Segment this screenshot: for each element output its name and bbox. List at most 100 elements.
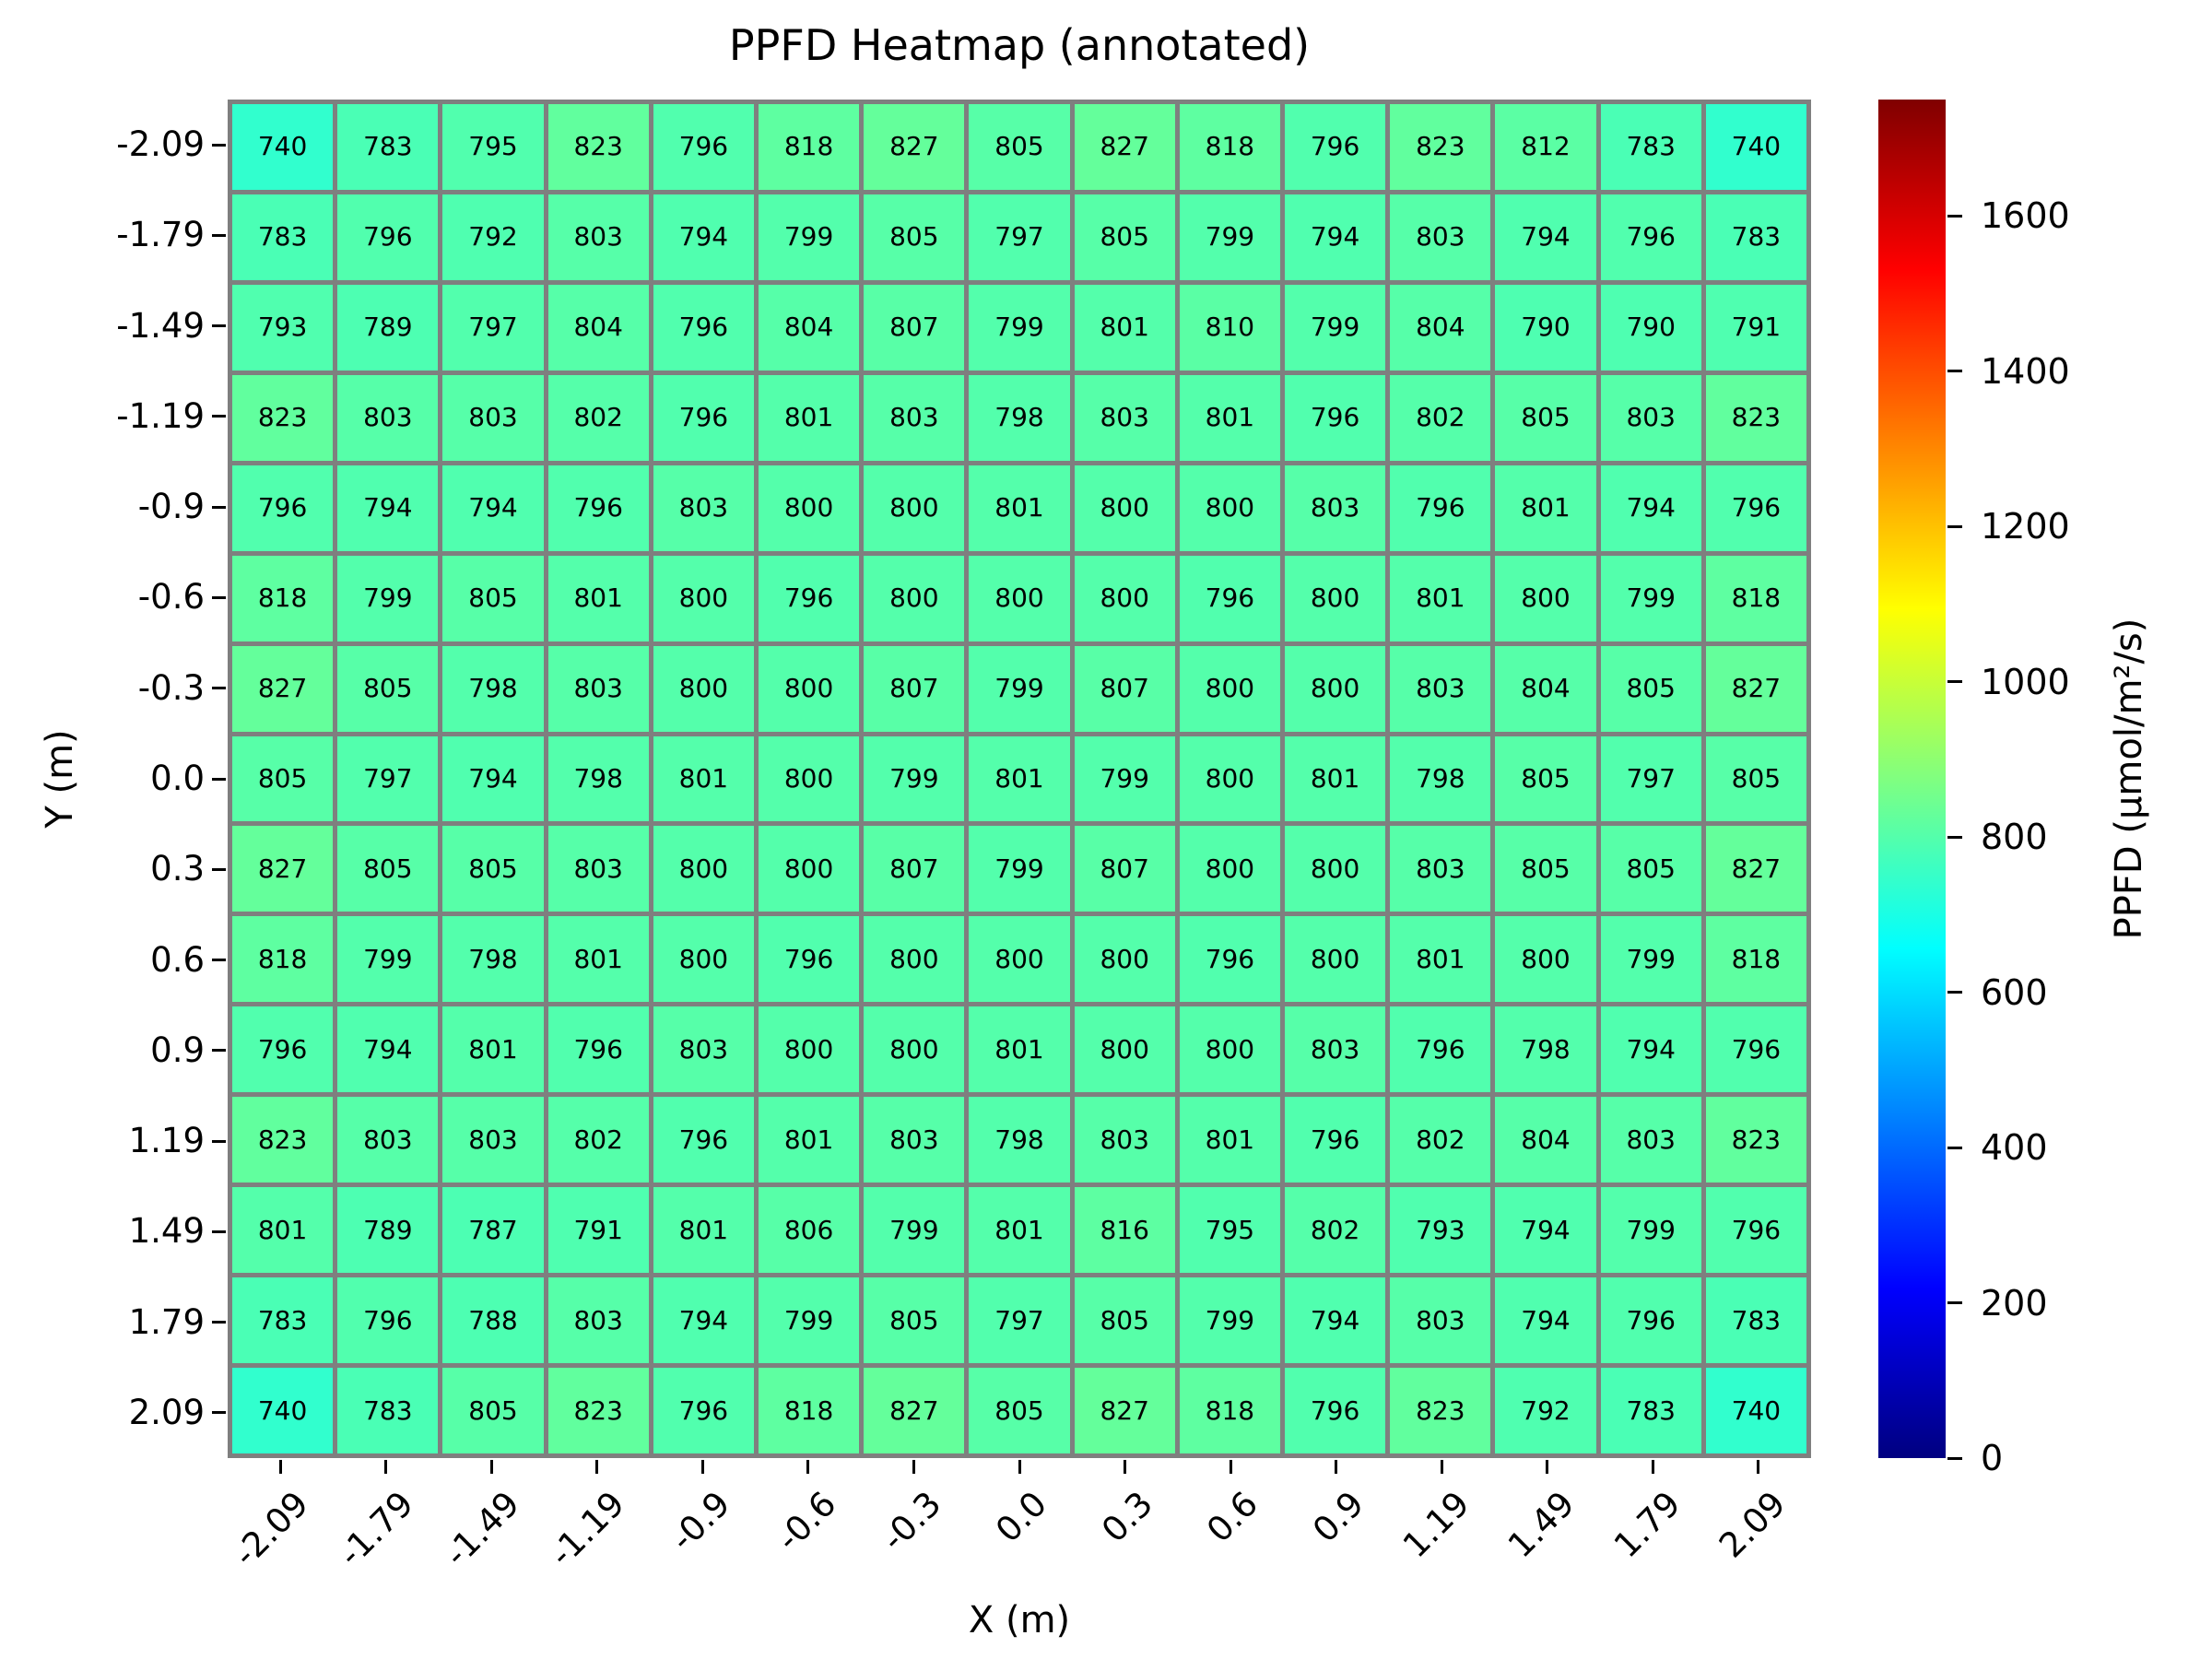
heatmap-cell-value: 800	[783, 1033, 834, 1065]
heatmap-cell: 796	[653, 1097, 754, 1183]
heatmap-cell-value: 800	[1205, 673, 1255, 704]
heatmap-cell: 802	[1284, 1187, 1386, 1274]
heatmap-cell: 796	[653, 284, 754, 371]
y-tick-mark	[212, 415, 226, 418]
heatmap-cell: 800	[1179, 1006, 1280, 1093]
heatmap-cell: 797	[442, 284, 544, 371]
heatmap-cell: 796	[1705, 1006, 1806, 1093]
heatmap-cell-value: 801	[1310, 762, 1360, 794]
heatmap-cell-value: 803	[1416, 221, 1465, 253]
heatmap-cell-value: 801	[1100, 312, 1149, 343]
heatmap-cell-value: 800	[783, 762, 834, 794]
heatmap-cell: 827	[232, 826, 334, 912]
heatmap-cell: 823	[1705, 1097, 1806, 1183]
heatmap-cell-value: 823	[573, 131, 623, 162]
heatmap-cell-value: 801	[1521, 492, 1571, 524]
heatmap-cell: 783	[1705, 1277, 1806, 1364]
colorbar-tick-label: 1600	[1981, 195, 2070, 237]
x-tick-mark	[384, 1460, 388, 1474]
heatmap-cell: 783	[1600, 104, 1701, 190]
heatmap-cell: 801	[758, 374, 860, 461]
colorbar-label: PPFD (µmol/m²/s)	[2108, 618, 2150, 940]
heatmap-cell-value: 799	[1205, 1304, 1255, 1335]
heatmap-cell: 794	[1495, 194, 1596, 280]
heatmap-cell-value: 805	[363, 853, 413, 884]
heatmap-cell-value: 800	[783, 492, 834, 524]
heatmap-cell: 796	[1284, 374, 1386, 461]
heatmap-cell: 818	[1705, 916, 1806, 1003]
heatmap-cell: 800	[1284, 826, 1386, 912]
heatmap-cell-value: 800	[678, 673, 729, 704]
heatmap-cell: 798	[969, 374, 1070, 461]
heatmap-cell-value: 803	[889, 402, 939, 433]
heatmap-cell: 799	[969, 645, 1070, 732]
heatmap-cell-value: 798	[994, 1124, 1044, 1155]
heatmap-cell: 801	[758, 1097, 860, 1183]
heatmap-cell-value: 803	[1416, 1304, 1465, 1335]
heatmap-cell-value: 790	[1626, 312, 1676, 343]
heatmap-cell: 800	[1284, 645, 1386, 732]
heatmap-cell: 783	[337, 1368, 439, 1453]
heatmap-cell: 799	[337, 555, 439, 641]
heatmap-cell-value: 801	[468, 1033, 518, 1065]
heatmap-cell: 805	[864, 194, 965, 280]
heatmap-cell: 801	[653, 735, 754, 822]
colorbar-tick-mark	[1947, 1456, 1962, 1460]
heatmap-cell: 796	[547, 465, 649, 551]
heatmap-cell-value: 797	[468, 312, 518, 343]
heatmap-cell-value: 800	[678, 582, 729, 614]
heatmap-cell: 796	[653, 1368, 754, 1453]
heatmap-cell-value: 827	[257, 853, 308, 884]
heatmap-cell-value: 799	[1626, 582, 1676, 614]
heatmap-cell-value: 805	[1100, 1304, 1149, 1335]
heatmap-cell: 794	[653, 1277, 754, 1364]
heatmap-cell: 803	[1284, 465, 1386, 551]
heatmap-cell: 801	[969, 735, 1070, 822]
colorbar-tick-mark	[1947, 1146, 1962, 1149]
heatmap-cell: 796	[758, 916, 860, 1003]
heatmap-cell-value: 796	[1205, 582, 1255, 614]
heatmap-cell-value: 740	[1731, 1394, 1782, 1426]
heatmap-cell: 800	[1074, 916, 1175, 1003]
heatmap-cell: 818	[232, 916, 334, 1003]
heatmap-cell: 823	[1390, 1368, 1491, 1453]
colorbar-tick-label: 600	[1981, 971, 2048, 1013]
heatmap-cell: 803	[1284, 1006, 1386, 1093]
heatmap-cell-value: 740	[257, 1394, 308, 1426]
heatmap-cell-value: 827	[257, 673, 308, 704]
heatmap-cell-value: 799	[1205, 221, 1255, 253]
heatmap-cell-value: 803	[468, 1124, 518, 1155]
heatmap-cell-value: 818	[1731, 582, 1782, 614]
heatmap-cell: 794	[653, 194, 754, 280]
heatmap-cell-value: 794	[363, 1033, 413, 1065]
heatmap-cell-value: 801	[1205, 402, 1255, 433]
heatmap-cell: 800	[758, 645, 860, 732]
heatmap-cell: 803	[1074, 374, 1175, 461]
heatmap-cell: 798	[442, 645, 544, 732]
heatmap-cell: 796	[653, 104, 754, 190]
heatmap-cell-value: 801	[1416, 582, 1465, 614]
heatmap-cell-value: 803	[573, 1304, 623, 1335]
heatmap-cell: 799	[1284, 284, 1386, 371]
heatmap-cell: 803	[547, 1277, 649, 1364]
heatmap-cell: 803	[337, 1097, 439, 1183]
x-tick-mark	[1124, 1460, 1127, 1474]
heatmap-cell-value: 823	[257, 402, 308, 433]
heatmap-cell: 807	[864, 284, 965, 371]
heatmap-cell-value: 827	[1100, 131, 1149, 162]
heatmap-cell-value: 799	[889, 1214, 939, 1245]
y-tick-label: 1.49	[128, 1211, 205, 1252]
colorbar	[1878, 100, 1946, 1458]
heatmap-cell-value: 798	[468, 943, 518, 974]
heatmap-cell-value: 805	[994, 1394, 1044, 1426]
heatmap-cell-value: 799	[994, 312, 1044, 343]
heatmap-cell: 799	[864, 1187, 965, 1274]
heatmap-cell-value: 827	[1100, 1394, 1149, 1426]
heatmap-cell-value: 795	[1205, 1214, 1255, 1245]
heatmap-cell: 797	[969, 194, 1070, 280]
heatmap-cell-value: 796	[1310, 402, 1360, 433]
heatmap-cell: 793	[232, 284, 334, 371]
heatmap-cell: 799	[758, 194, 860, 280]
colorbar-tick-label: 0	[1981, 1438, 2004, 1478]
heatmap-cell-value: 783	[1731, 221, 1782, 253]
